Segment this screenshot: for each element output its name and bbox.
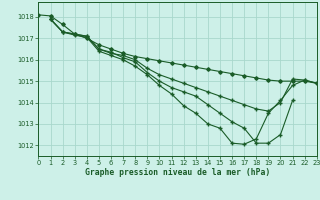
X-axis label: Graphe pression niveau de la mer (hPa): Graphe pression niveau de la mer (hPa)	[85, 168, 270, 177]
